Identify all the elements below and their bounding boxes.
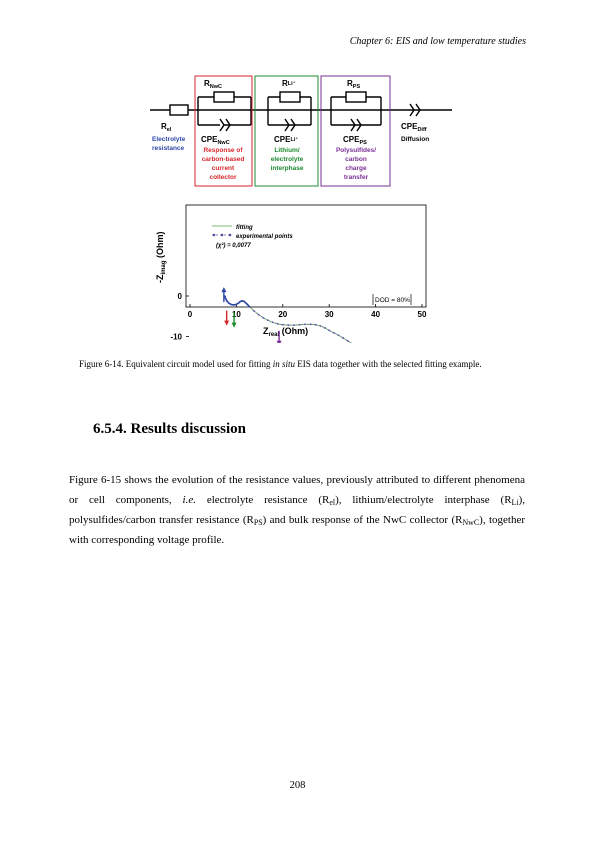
diff-description: Diffusion (401, 136, 429, 143)
nwc-description-4: collector (209, 174, 237, 181)
data-point (342, 337, 345, 339)
figure-svg: Rel Electrolyte resistance RNwC CPENwC R… (150, 75, 452, 388)
li-frame (254, 75, 319, 187)
data-point (253, 310, 255, 312)
rps-label: RPS (347, 79, 360, 90)
legend: fitting experimental points (χ²) = 0,007… (212, 225, 293, 249)
ps-description-3: charge (345, 165, 367, 172)
data-point (271, 321, 274, 324)
data-point (267, 319, 269, 322)
data-point (314, 323, 317, 326)
rnwc-label: RNwC (204, 79, 222, 90)
y-tick-label: 0 (178, 292, 183, 301)
ps-frame (320, 75, 391, 187)
li-description-1: Lithium/ (274, 147, 299, 154)
x-tick-label: 50 (418, 310, 427, 319)
plot-frame (185, 204, 427, 308)
cpeli-label: CPELi⁺ (274, 135, 298, 144)
cpediff-label: CPEDiff (401, 122, 427, 133)
data-point (281, 323, 284, 326)
arrow-head (224, 320, 230, 326)
rli-resistor-symbol (279, 91, 301, 103)
arrow-head (221, 287, 227, 293)
data-point (304, 323, 306, 326)
x-tick-label: 40 (371, 310, 380, 319)
x-tick-label: 30 (325, 310, 334, 319)
nwc-description-2: carbon-based (202, 156, 245, 163)
data-point (332, 331, 335, 334)
arrow-head (231, 322, 237, 328)
data-point (257, 313, 260, 316)
data-point (346, 340, 349, 342)
data-point (262, 316, 265, 319)
data-point (337, 334, 340, 337)
rel-description-1: Electrolyte (152, 136, 186, 143)
section-heading: 6.5.4. Results discussion (93, 421, 246, 437)
equivalent-circuit (150, 91, 452, 132)
ps-description-4: transfer (344, 174, 369, 181)
nwc-description-1: Response of (203, 147, 243, 154)
data-point (324, 327, 326, 329)
nwc-description-3: current (212, 165, 235, 172)
x-tick-label: 10 (232, 310, 241, 319)
legend-exp-label: experimental points (236, 234, 293, 240)
rli-label: RLi⁺ (282, 79, 296, 88)
dod-annotation: DOD = 80% (375, 297, 410, 304)
x-ticks: 0 10 20 30 40 50 (188, 304, 427, 319)
figure-caption: Figure 6-14. Equivalent circuit model us… (79, 359, 482, 369)
arrow-head (276, 340, 282, 346)
cpenwc-label: CPENwC (201, 135, 230, 146)
rel-label: Rel (161, 122, 172, 133)
li-description-2: electrolyte (271, 156, 304, 163)
body-paragraph: Figure 6-15 shows the evolution of the r… (69, 474, 525, 546)
li-description-3: interphase (271, 165, 304, 172)
legend-chi-label: (χ²) = 0,0077 (216, 242, 251, 249)
nwc-frame (194, 75, 253, 187)
x-tick-label: 20 (278, 310, 287, 319)
ps-description-1: Polysulfides/ (336, 147, 376, 154)
data-point (298, 323, 301, 326)
data-point (276, 323, 279, 325)
x-tick-label: 0 (188, 310, 193, 319)
data-point (328, 329, 331, 332)
figure: Rel Electrolyte resistance RNwC CPENwC R… (148, 73, 458, 388)
y-tick-label: -10 (170, 332, 182, 341)
data-point (293, 324, 295, 327)
data-point (319, 325, 322, 327)
data-point (309, 323, 312, 326)
running-header: Chapter 6: EIS and low temperature studi… (349, 36, 526, 47)
rps-resistor-symbol (345, 91, 367, 103)
rnwc-resistor-symbol (213, 91, 235, 103)
first-semicircle-highlight (224, 295, 251, 308)
rel-description-2: resistance (152, 145, 185, 152)
x-axis-label: Zreal (Ohm) (263, 326, 308, 338)
page-number: 208 (289, 780, 306, 791)
ps-description-2: carbon (345, 156, 367, 163)
data-point (287, 324, 290, 327)
legend-fit-label: fitting (236, 225, 253, 231)
y-axis-label: -Zimag (Ohm) (155, 231, 167, 283)
cpeps-label: CPEPS (343, 135, 367, 146)
rel-resistor-symbol (169, 104, 189, 116)
